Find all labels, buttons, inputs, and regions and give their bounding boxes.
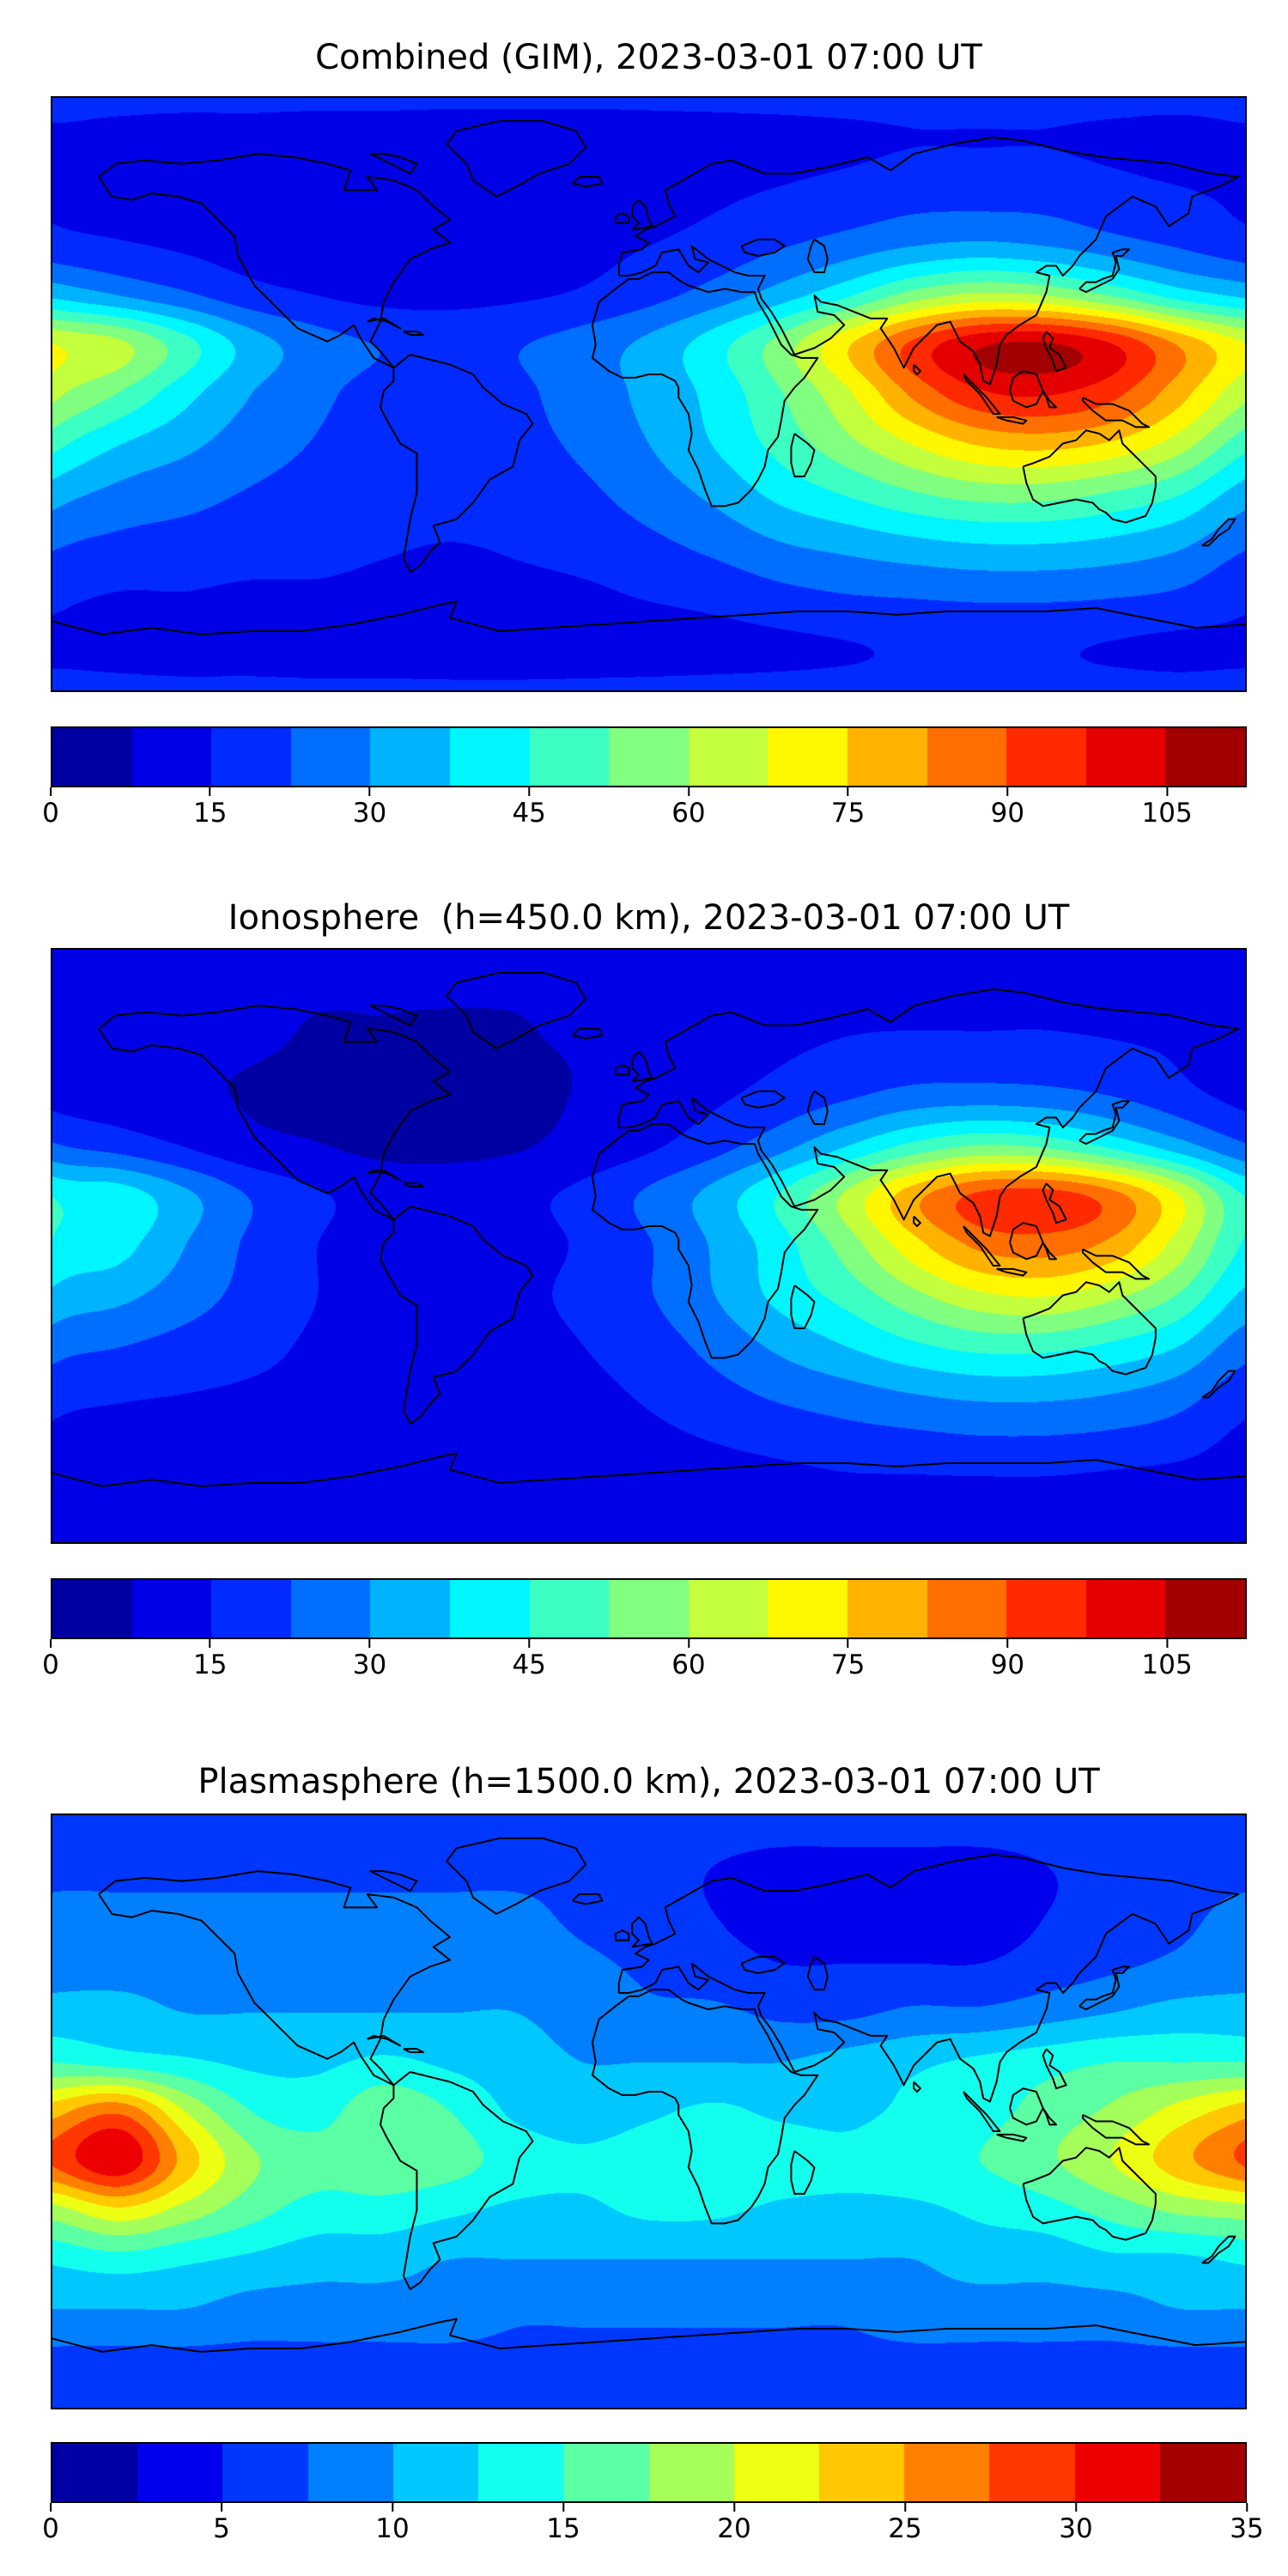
colorbar-canvas [52, 728, 1245, 786]
colorbar-tick: 90 [991, 1639, 1024, 1680]
colorbar-tick-mark [528, 787, 531, 796]
coastlines-overlay [52, 1815, 1245, 2408]
colorbar-tick-mark [1245, 2503, 1248, 2512]
colorbar-tick: 0 [42, 1639, 59, 1680]
colorbar-tick-mark [49, 2503, 52, 2512]
colorbar-tick: 0 [42, 2503, 59, 2543]
colorbar-tick-mark [1006, 787, 1009, 796]
colorbar-ticks-plasmasphere: 0 5 10 15 20 25 30 35 [42, 2503, 1264, 2551]
colorbar-tick: 15 [193, 787, 227, 828]
colorbar-tick-mark [1006, 1639, 1009, 1648]
colorbar-tick-label: 45 [512, 798, 546, 829]
colorbar-tick-label: 15 [546, 2513, 580, 2544]
colorbar-tick-label: 0 [42, 2513, 59, 2544]
colorbar-tick: 105 [1142, 787, 1193, 828]
colorbar-tick-label: 45 [512, 1649, 546, 1680]
colorbar-tick-label: 30 [352, 798, 387, 829]
colorbar-tick: 30 [353, 1639, 386, 1680]
colorbar-tick: 20 [717, 2503, 751, 2544]
colorbar-tick-label: 10 [375, 2513, 410, 2544]
panel-title-plasmasphere: Plasmasphere (h=1500.0 km), 2023-03-01 0… [197, 1762, 1100, 1801]
colorbar-tick: 75 [831, 787, 865, 828]
colorbar-tick: 30 [1059, 2503, 1093, 2544]
colorbar-tick-mark [847, 1639, 849, 1648]
colorbar-tick: 0 [42, 787, 59, 828]
coastlines-overlay [52, 98, 1245, 690]
colorbar-tick-label: 105 [1141, 798, 1193, 829]
colorbar-tick-mark [1166, 1639, 1169, 1648]
colorbar-tick-mark [732, 2503, 735, 2512]
coastlines-overlay [52, 950, 1245, 1542]
colorbar-tick-label: 20 [717, 2513, 751, 2544]
colorbar-tick-label: 60 [671, 798, 706, 829]
colorbar-combined [51, 726, 1247, 787]
colorbar-ionosphere [51, 1578, 1247, 1639]
colorbar-tick-mark [687, 787, 690, 796]
colorbar-tick: 5 [213, 2503, 230, 2543]
colorbar-ticks-combined: 0 15 30 45 60 75 90 105 [42, 787, 1247, 835]
colorbar-tick-label: 15 [192, 798, 228, 829]
map-combined [51, 96, 1247, 692]
colorbar-tick-mark [528, 1639, 531, 1648]
colorbar-tick-label: 0 [42, 1649, 59, 1680]
colorbar-tick-label: 75 [830, 798, 866, 829]
colorbar-tick-label: 15 [192, 1649, 228, 1680]
colorbar-tick-mark [220, 2503, 222, 2512]
colorbar-tick-label: 90 [990, 1649, 1025, 1680]
colorbar-tick-mark [847, 787, 849, 796]
colorbar-tick: 10 [375, 2503, 410, 2544]
colorbar-tick-label: 105 [1141, 1649, 1193, 1680]
colorbar-tick-mark [209, 1639, 211, 1648]
colorbar-tick-label: 35 [1230, 2513, 1264, 2544]
colorbar-tick-mark [562, 2503, 564, 2512]
map-ionosphere [51, 948, 1247, 1544]
colorbar-tick-mark [49, 787, 52, 796]
colorbar-tick: 35 [1230, 2503, 1264, 2544]
colorbar-tick: 15 [193, 1639, 227, 1680]
colorbar-tick-mark [1074, 2503, 1077, 2512]
colorbar-tick-label: 30 [352, 1649, 387, 1680]
colorbar-tick-mark [368, 787, 371, 796]
colorbar-tick: 105 [1142, 1639, 1193, 1680]
colorbar-tick: 60 [671, 1639, 706, 1680]
tec-heatmap-canvas [52, 950, 1245, 1542]
tec-heatmap-canvas [52, 1815, 1245, 2408]
colorbar-tick-mark [1166, 787, 1169, 796]
colorbar-tick: 60 [671, 787, 706, 829]
colorbar-ticks-ionosphere: 0 15 30 45 60 75 90 105 [42, 1639, 1247, 1687]
colorbar-tick: 45 [512, 787, 546, 829]
colorbar-tick: 75 [831, 1639, 865, 1680]
colorbar-canvas [52, 1580, 1245, 1637]
colorbar-tick-mark [49, 1639, 52, 1648]
colorbar-tick-label: 5 [213, 2513, 230, 2544]
colorbar-tick-label: 30 [1059, 2513, 1093, 2544]
colorbar-tick-mark [687, 1639, 690, 1648]
colorbar-tick-label: 60 [671, 1649, 706, 1680]
colorbar-canvas [52, 2444, 1245, 2501]
colorbar-tick: 90 [991, 787, 1024, 828]
colorbar-tick-label: 75 [830, 1649, 866, 1680]
colorbar-tick: 45 [512, 1639, 546, 1680]
tec-heatmap-canvas [52, 98, 1245, 690]
colorbar-tick: 30 [353, 787, 386, 828]
panel-title-combined: Combined (GIM), 2023-03-01 07:00 UT [315, 38, 982, 77]
colorbar-tick-mark [903, 2503, 906, 2512]
colorbar-tick-mark [368, 1639, 371, 1648]
map-plasmasphere [51, 1814, 1247, 2409]
colorbar-plasmasphere [51, 2442, 1247, 2503]
colorbar-tick-label: 25 [888, 2513, 922, 2544]
colorbar-tick-mark [391, 2503, 393, 2512]
colorbar-tick-mark [209, 787, 211, 796]
panel-title-ionosphere: Ionosphere (h=450.0 km), 2023-03-01 07:0… [228, 898, 1070, 938]
colorbar-tick-label: 90 [990, 798, 1025, 829]
colorbar-tick-label: 0 [42, 798, 59, 829]
colorbar-tick: 25 [888, 2503, 922, 2544]
colorbar-tick: 15 [546, 2503, 580, 2543]
